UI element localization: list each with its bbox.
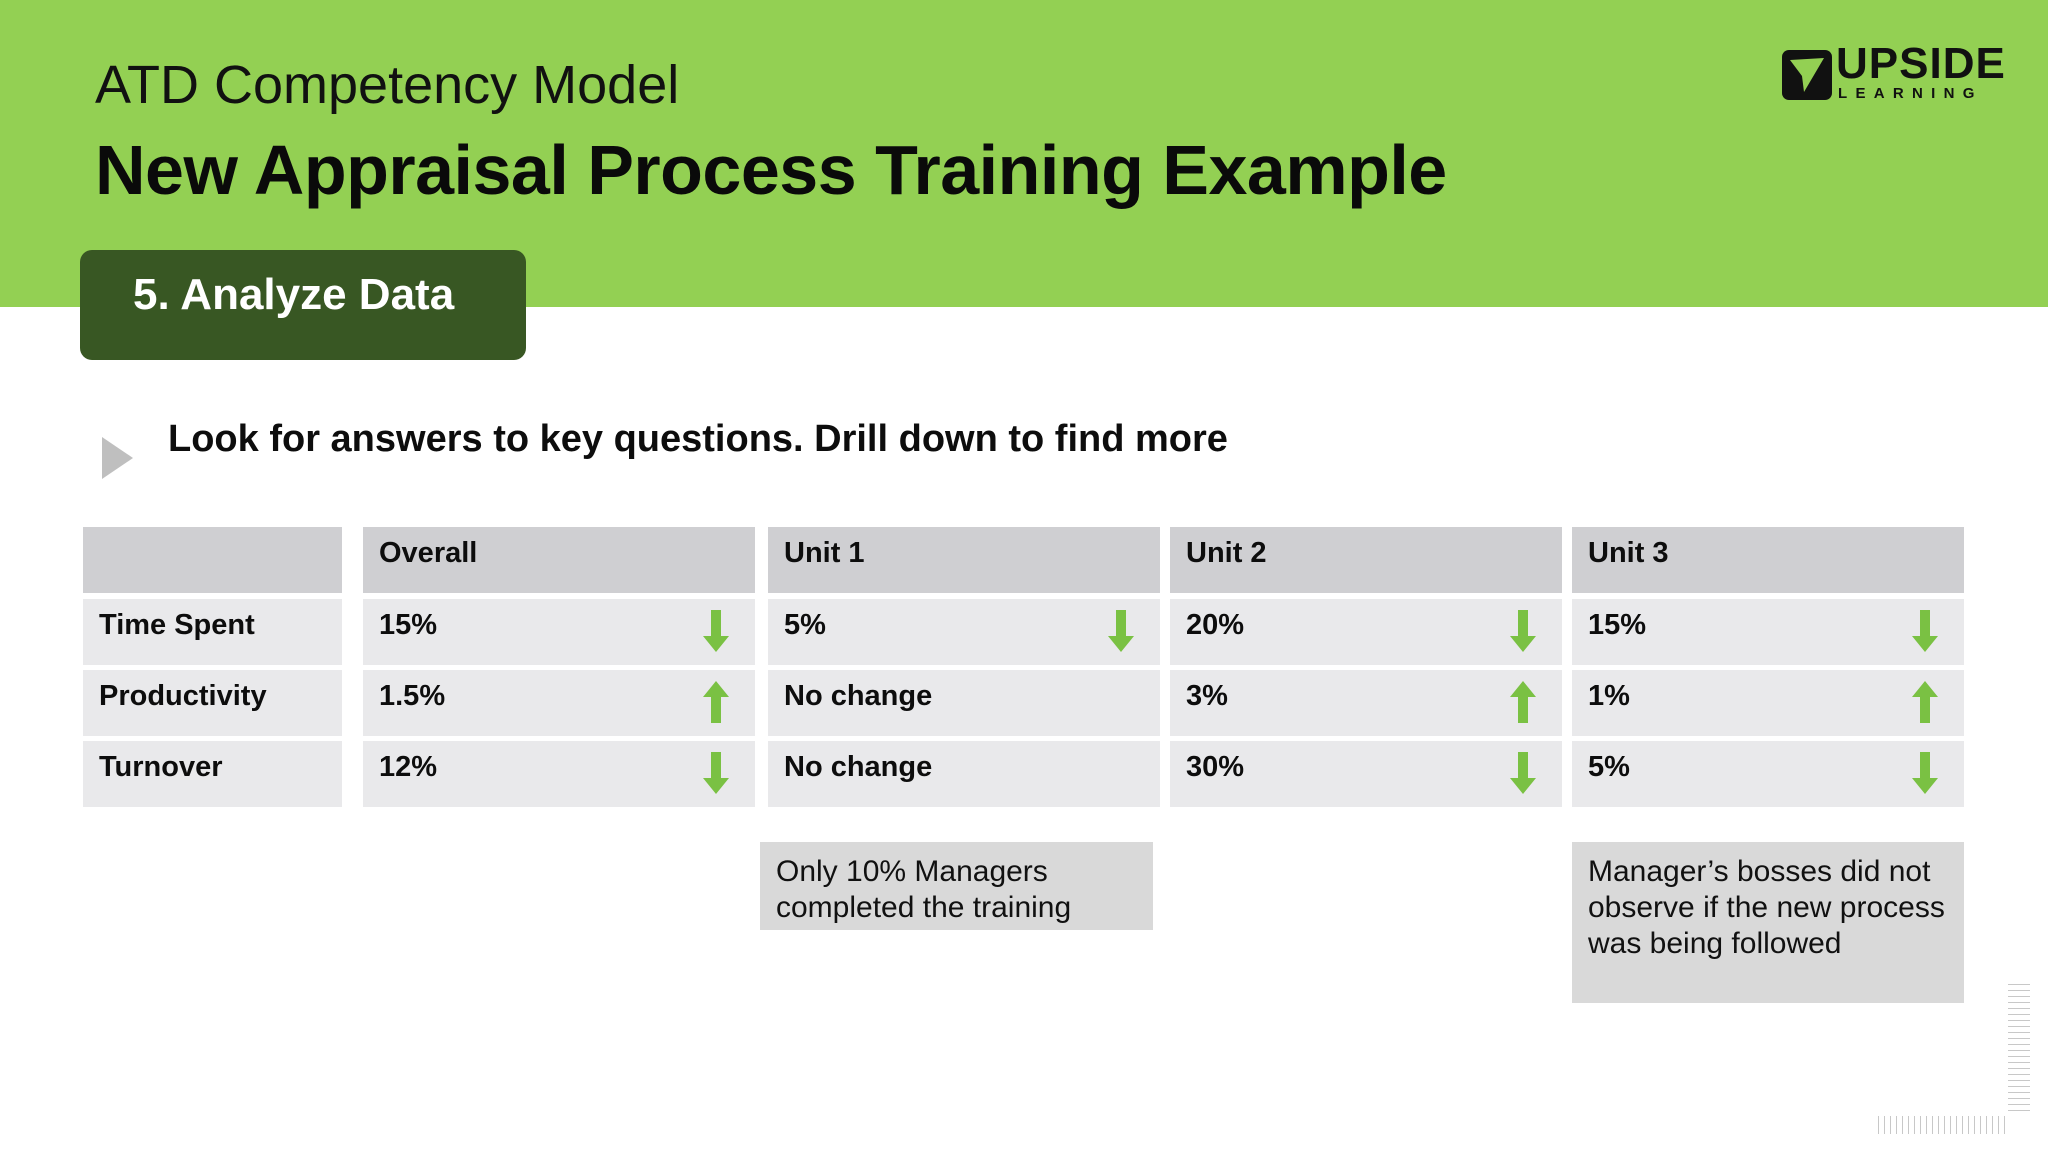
- arrow-up-icon: [1510, 681, 1536, 723]
- note-unit3: Manager’s bosses did not observe if the …: [1572, 842, 1964, 1003]
- table-cell: 1%: [1572, 670, 1964, 736]
- table-cell: 5%: [768, 599, 1160, 665]
- table-header-cell: Unit 3: [1572, 527, 1964, 593]
- cell-text: Productivity: [99, 680, 267, 712]
- cell-text: Time Spent: [99, 609, 255, 641]
- ruler-vertical: [2008, 984, 2030, 1114]
- ruler-horizontal: [1878, 1116, 2008, 1134]
- table-cell: 3%: [1170, 670, 1562, 736]
- table-cell: 5%: [1572, 741, 1964, 807]
- cell-text: 12%: [379, 751, 438, 783]
- cell-text: 20%: [1186, 609, 1245, 641]
- cell-text: No change: [784, 751, 933, 783]
- arrow-down-icon: [703, 752, 729, 794]
- table-header-cell: Unit 2: [1170, 527, 1562, 593]
- cell-text: No change: [784, 680, 933, 712]
- cell-text: 5%: [1588, 751, 1630, 783]
- triangle-right-icon: [102, 437, 133, 479]
- table-cell: 15%: [1572, 599, 1964, 665]
- table-cell: No change: [768, 741, 1160, 807]
- row-label: Time Spent: [83, 599, 342, 665]
- upside-learning-logo: UPSIDE LEARNING: [1782, 42, 2005, 106]
- cell-text: 15%: [379, 609, 438, 641]
- step-tab: 5. Analyze Data: [80, 250, 526, 360]
- cell-text: Turnover: [99, 751, 223, 783]
- table-cell: 30%: [1170, 741, 1562, 807]
- slide-title: New Appraisal Process Training Example: [95, 131, 1447, 209]
- cell-text: Unit 1: [784, 537, 865, 569]
- table-header-cell: Unit 1: [768, 527, 1160, 593]
- arrow-up-icon: [1912, 681, 1938, 723]
- table-header-corner: [83, 527, 342, 593]
- table-header-cell: Overall: [363, 527, 755, 593]
- bullet-text: Look for answers to key questions. Drill…: [168, 418, 1228, 460]
- table-cell: 15%: [363, 599, 755, 665]
- arrow-down-icon: [1912, 610, 1938, 652]
- arrow-down-icon: [1510, 752, 1536, 794]
- cell-text: Unit 3: [1588, 537, 1669, 569]
- logo-mark-icon: [1782, 50, 1832, 100]
- cell-text: 5%: [784, 609, 826, 641]
- cell-text: Unit 2: [1186, 537, 1267, 569]
- table-cell: No change: [768, 670, 1160, 736]
- arrow-down-icon: [1108, 610, 1134, 652]
- note-unit1: Only 10% Managers completed the training: [760, 842, 1153, 930]
- table-cell: 1.5%: [363, 670, 755, 736]
- row-label: Turnover: [83, 741, 342, 807]
- cell-text: Overall: [379, 537, 478, 569]
- logo-word: UPSIDE: [1836, 39, 2006, 88]
- slide-subtitle: ATD Competency Model: [95, 55, 680, 115]
- cell-text: 3%: [1186, 680, 1228, 712]
- cell-text: 15%: [1588, 609, 1647, 641]
- row-label: Productivity: [83, 670, 342, 736]
- arrow-up-icon: [703, 681, 729, 723]
- cell-text: 30%: [1186, 751, 1245, 783]
- table-cell: 20%: [1170, 599, 1562, 665]
- table-cell: 12%: [363, 741, 755, 807]
- cell-text: 1%: [1588, 680, 1630, 712]
- arrow-down-icon: [1912, 752, 1938, 794]
- cell-text: 1.5%: [379, 680, 446, 712]
- logo-subword: LEARNING: [1838, 85, 1983, 102]
- arrow-down-icon: [703, 610, 729, 652]
- arrow-down-icon: [1510, 610, 1536, 652]
